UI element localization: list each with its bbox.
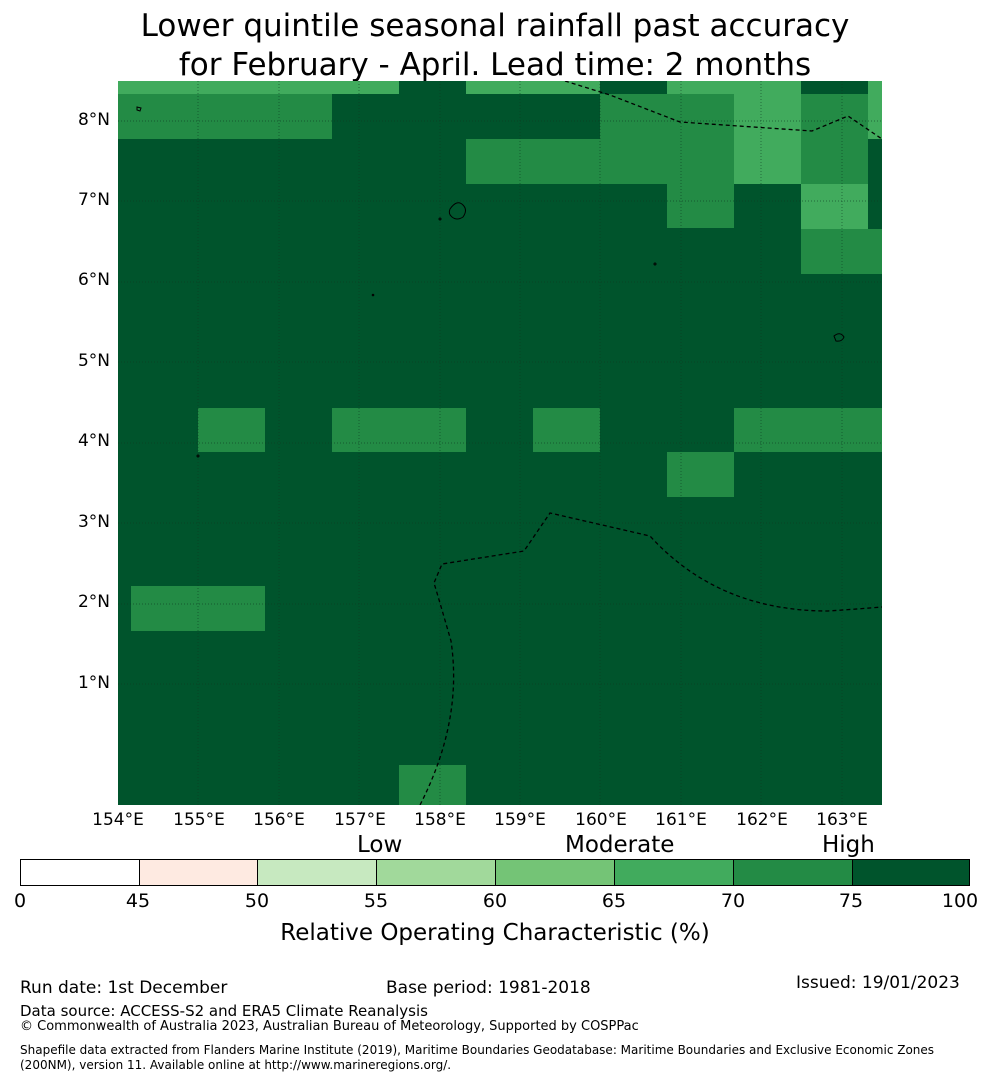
pohnpei-island	[448, 202, 466, 220]
colorbar-tick-70: 70	[720, 890, 746, 912]
colorbar-tick-65: 65	[601, 890, 627, 912]
ant-atoll	[653, 262, 657, 266]
colorbar-category-moderate: Moderate	[565, 832, 675, 858]
colorbar-segment-55-60	[377, 860, 496, 885]
colorbar-tick-0: 0	[13, 890, 27, 912]
colorbar-tick-60: 60	[482, 890, 508, 912]
colorbar-tick-75: 75	[838, 890, 864, 912]
pingelap-islet	[136, 106, 142, 112]
lon-label-157e: 157°E	[334, 810, 386, 830]
colorbar-segment-70-75	[734, 860, 853, 885]
lon-label-162e: 162°E	[736, 810, 788, 830]
base-period: Base period: 1981-2018	[386, 978, 591, 998]
graticule	[118, 81, 882, 805]
chart-title-line-2: for February - April. Lead time: 2 month…	[178, 47, 812, 83]
lat-label-7n: 7°N	[77, 190, 110, 210]
kosrae-island	[833, 333, 845, 342]
colorbar-segment-45-50	[140, 860, 258, 885]
lat-label-6n: 6°N	[77, 270, 110, 290]
shapefile-credit-line-1: Shapefile data extracted from Flanders M…	[20, 1043, 935, 1057]
shapefile-credit-line-2: (200NM), version 11. Available online at…	[20, 1058, 452, 1072]
colorbar-segment-75-100	[853, 860, 969, 885]
colorbar-tick-55: 55	[363, 890, 389, 912]
lat-label-4n: 4°N	[77, 431, 110, 451]
colorbar-tick-100: 100	[941, 890, 979, 912]
run-date: Run date: 1st December	[20, 978, 228, 998]
eez-boundaries	[419, 81, 882, 805]
chart-title-line-1: Lower quintile seasonal rainfall past ac…	[140, 8, 850, 44]
colorbar-category-low: Low	[357, 832, 403, 858]
mokil-islet	[438, 217, 442, 221]
map-canvas	[118, 81, 882, 805]
colorbar	[20, 859, 970, 886]
nukuoro-islet	[196, 454, 200, 458]
colorbar-segment-50-55	[258, 860, 377, 885]
lat-label-5n: 5°N	[77, 351, 110, 371]
lon-label-163e: 163°E	[816, 810, 868, 830]
lon-label-154e: 154°E	[92, 810, 144, 830]
lon-label-156e: 156°E	[253, 810, 305, 830]
islands	[136, 106, 845, 458]
colorbar-tick-45: 45	[125, 890, 151, 912]
lon-label-158e: 158°E	[414, 810, 466, 830]
issued-date: Issued: 19/01/2023	[796, 973, 960, 993]
lat-label-2n: 2°N	[77, 592, 110, 612]
lat-label-8n: 8°N	[77, 110, 110, 130]
lat-label-3n: 3°N	[77, 512, 110, 532]
lon-label-155e: 155°E	[173, 810, 225, 830]
roc-70-75-cells	[118, 94, 882, 805]
lon-label-160e: 160°E	[575, 810, 627, 830]
roc-map	[118, 81, 882, 805]
lat-label-1n: 1°N	[77, 673, 110, 693]
colorbar-label: Relative Operating Characteristic (%)	[280, 920, 710, 946]
colorbar-segment-65-70	[615, 860, 734, 885]
data-source: Data source: ACCESS-S2 and ERA5 Climate …	[20, 1002, 428, 1020]
roc-65-70-cells	[118, 81, 882, 229]
oroluk-islet	[371, 293, 375, 297]
colorbar-tick-50: 50	[244, 890, 270, 912]
colorbar-segment-60-65	[496, 860, 615, 885]
colorbar-category-high: High	[822, 832, 875, 858]
copyright: © Commonwealth of Australia 2023, Austra…	[20, 1019, 639, 1034]
colorbar-segment-0-45	[21, 860, 140, 885]
lon-label-159e: 159°E	[494, 810, 546, 830]
lon-label-161e: 161°E	[655, 810, 707, 830]
